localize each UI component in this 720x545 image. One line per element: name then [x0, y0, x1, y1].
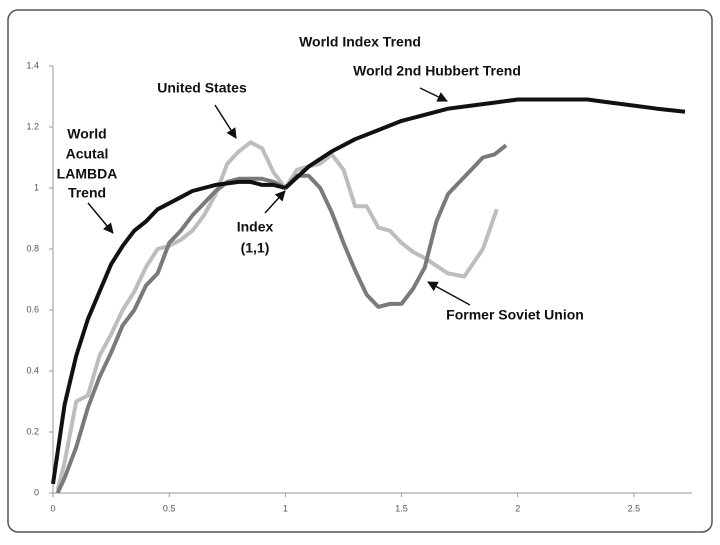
- annotation-arrow: [87, 202, 114, 234]
- x-tick-label: 0: [50, 503, 55, 513]
- series-line: [55, 140, 499, 491]
- y-tick-label: 1: [34, 182, 39, 192]
- y-tick-label: 0.8: [26, 243, 39, 253]
- annotation-label: Index: [237, 219, 274, 235]
- x-tick-label: 2: [515, 503, 520, 513]
- annotation-arrow: [264, 190, 286, 214]
- annotation-arrow: [214, 104, 237, 139]
- series-line: [51, 179, 286, 485]
- x-tick-label: 1.5: [395, 503, 408, 513]
- annotation-arrow: [427, 281, 471, 306]
- annotation-label: (1,1): [241, 240, 270, 256]
- annotation-label: World 2nd Hubbert Trend: [353, 63, 521, 79]
- annotation-arrow: [419, 87, 448, 102]
- y-tick-label: 0.6: [26, 304, 39, 314]
- chart-title: World Index Trend: [299, 34, 421, 50]
- y-tick-label: 0: [34, 487, 39, 497]
- y-tick-label: 0.2: [26, 426, 39, 436]
- y-tick-label: 1.2: [26, 121, 39, 131]
- annotation-label: LAMBDA: [57, 166, 118, 182]
- chart-frame: [7, 9, 713, 533]
- x-tick-label: 0.5: [163, 503, 176, 513]
- y-tick-label: 0.4: [26, 365, 39, 375]
- annotation-label: Acutal: [66, 146, 109, 162]
- annotation-label: Former Soviet Union: [446, 307, 584, 323]
- series-line: [284, 97, 686, 190]
- annotation-label: World: [67, 126, 106, 142]
- annotation-label: United States: [157, 80, 247, 96]
- y-tick-label: 1.4: [26, 60, 39, 70]
- annotation-label: Trend: [68, 185, 106, 201]
- x-tick-label: 2.5: [628, 503, 641, 513]
- x-tick-label: 1: [283, 503, 288, 513]
